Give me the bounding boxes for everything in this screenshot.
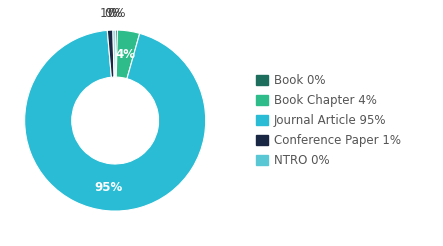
- Text: 4%: 4%: [115, 48, 135, 61]
- Wedge shape: [25, 30, 206, 211]
- Text: 95%: 95%: [95, 181, 123, 194]
- Text: 0%: 0%: [107, 7, 126, 20]
- Text: 0%: 0%: [105, 7, 123, 20]
- Legend: Book 0%, Book Chapter 4%, Journal Article 95%, Conference Paper 1%, NTRO 0%: Book 0%, Book Chapter 4%, Journal Articl…: [253, 70, 404, 171]
- Wedge shape: [113, 30, 115, 77]
- Wedge shape: [116, 30, 140, 79]
- Wedge shape: [107, 30, 114, 77]
- Wedge shape: [115, 30, 117, 77]
- Text: 1%: 1%: [100, 7, 119, 20]
